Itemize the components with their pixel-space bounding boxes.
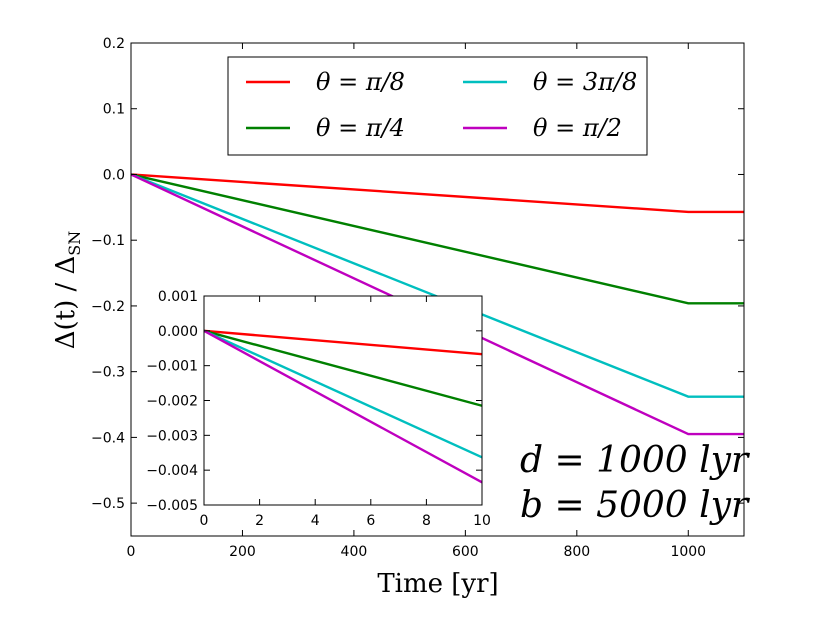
inset-x-tick-label: 2 [255,513,264,529]
legend-label-2: θ = π/4 [316,114,405,142]
main-y-tick-label: 0.1 [103,102,125,118]
inset-series-line-2 [203,329,483,407]
y-axis-label-sub: SN [65,231,84,256]
inset-y-tick-label: −0.004 [146,463,198,479]
inset-x-tick-label: 10 [473,513,491,529]
inset-y-tick-label: −0.002 [146,394,198,410]
main-series-line-2 [130,173,744,305]
main-series-line-4 [130,173,744,436]
main-series-group [130,173,744,436]
main-y-tick-label: −0.3 [91,365,125,381]
y-axis-label-main: Δ(t) / Δ [51,256,81,350]
main-x-tick-label: 800 [563,544,590,560]
inset-ticks-group: 0 2 4 6 8 10 0.001 0.000 −0.001 −0.002 −0.003 −0.00… [146,289,491,529]
legend-label-4: θ = π/2 [533,114,622,142]
legend-label-1: θ = π/8 [316,68,405,96]
main-plot-frame [130,42,745,537]
main-ticks-group: 0 200 400 600 800 1000 0.2 0.1 0.0 −0.1 −0.2 −0.3 −0… [91,36,744,560]
inset-series-line-4 [203,329,483,484]
main-x-tick-label: 400 [341,544,368,560]
inset-x-tick-label: 4 [311,513,320,529]
inset-series-group [203,329,483,484]
main-y-tick-label: 0.0 [103,167,125,183]
inset-x-tick-label: 0 [200,513,209,529]
main-x-tick-label: 200 [229,544,256,560]
y-axis-label: Δ(t) / ΔSN [51,231,84,350]
main-y-tick-label: −0.2 [91,299,125,315]
inset-y-tick-label: −0.001 [146,359,198,375]
inset-y-tick-label: 0.001 [158,289,198,305]
inset-series-line-3 [203,329,483,459]
annotation-distance: d = 1000 lyr [520,440,750,481]
inset-plot-frame [203,295,483,506]
svg-text:Δ(t) / ΔSN: Δ(t) / ΔSN [51,231,84,350]
main-y-tick-label: −0.4 [91,430,125,446]
main-x-tick-label: 1000 [670,544,706,560]
legend: θ = π/8 θ = π/4 θ = 3π/8 θ = π/2 [227,56,648,156]
main-y-tick-label: 0.2 [103,36,125,52]
legend-box [227,56,648,156]
inset-y-tick-label: −0.005 [146,498,198,514]
main-series-line-3 [130,173,744,398]
annotation-impact-parameter: b = 5000 lyr [520,485,750,526]
inset-plot-area [204,296,482,505]
main-y-tick-label: −0.1 [91,233,125,249]
main-series-line-1 [130,173,744,214]
main-y-tick-label: −0.5 [91,496,125,512]
inset-x-tick-label: 8 [422,513,431,529]
main-x-tick-label: 600 [452,544,479,560]
inset-y-tick-label: 0.000 [158,324,198,340]
inset-series-line-1 [203,329,483,356]
main-x-tick-label: 0 [127,544,136,560]
inset-x-tick-label: 6 [366,513,375,529]
legend-label-3: θ = 3π/8 [533,68,637,96]
x-axis-label: Time [yr] [377,569,498,599]
inset-y-tick-label: −0.003 [146,428,198,444]
